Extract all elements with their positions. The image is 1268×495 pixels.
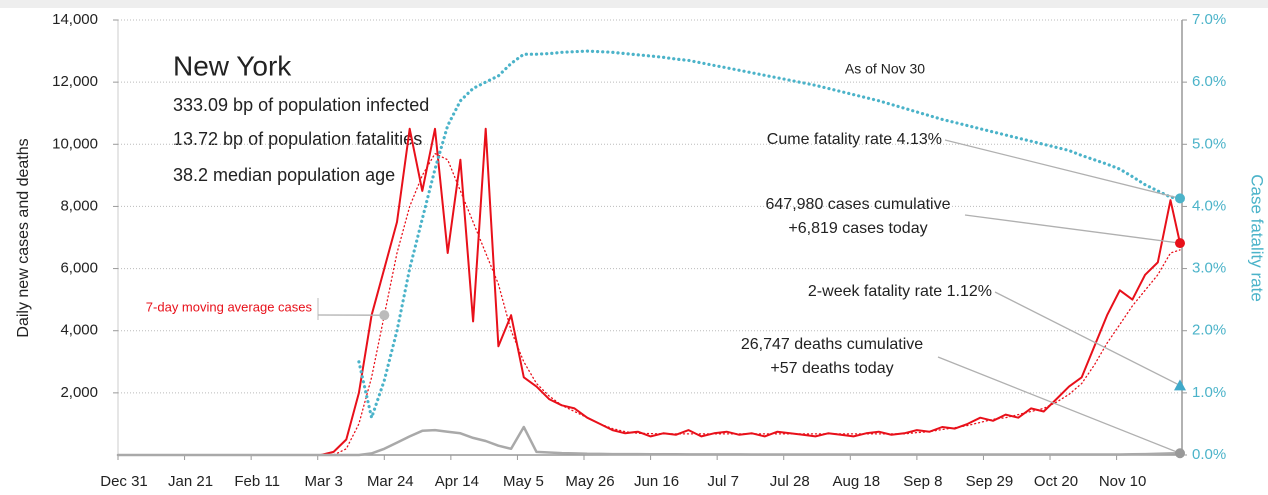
x-tick-label: Mar 3 <box>305 473 343 490</box>
annotation-marker <box>1175 448 1185 459</box>
annotation-leader <box>944 139 1181 199</box>
annotation-marker <box>1175 193 1185 204</box>
info-line: 13.72 bp of population fatalities <box>173 129 422 149</box>
annotation-marker <box>1175 238 1185 249</box>
y-tick-label: 12,000 <box>52 73 98 90</box>
y2-tick-label: 3.0% <box>1192 260 1226 277</box>
x-tick-label: Oct 20 <box>1034 473 1078 490</box>
x-tick-label: Apr 14 <box>435 473 479 490</box>
annotation-text: 7-day moving average cases <box>146 299 313 314</box>
subtitle: As of Nov 30 <box>845 61 925 77</box>
y-axis-label: Daily new cases and deaths <box>15 138 32 337</box>
x-tick-label: Jan 21 <box>168 473 213 490</box>
y-tick-label: 4,000 <box>60 322 98 339</box>
annotation-text: 26,747 deaths cumulative <box>741 336 923 353</box>
y2-axis-label: Case fatality rate <box>1248 174 1267 302</box>
series-line <box>116 425 1182 457</box>
annotation-text: +57 deaths today <box>770 360 893 377</box>
y2-tick-label: 7.0% <box>1192 11 1226 28</box>
y2-tick-label: 4.0% <box>1192 197 1226 214</box>
annotation-text: 2-week fatality rate 1.12% <box>808 283 992 300</box>
annotation-leader <box>937 356 1181 454</box>
y-tick-label: 10,000 <box>52 135 98 152</box>
annotation-text: 647,980 cases cumulative <box>766 196 951 213</box>
x-tick-label: Sep 8 <box>903 473 942 490</box>
x-tick-label: Jun 16 <box>634 473 679 490</box>
y-tick-label: 8,000 <box>60 197 98 214</box>
x-tick-label: Mar 24 <box>367 473 414 490</box>
annotation-marker <box>379 310 390 321</box>
x-tick-label: Aug 18 <box>833 473 881 490</box>
y-tick-label: 6,000 <box>60 260 98 277</box>
y2-tick-label: 6.0% <box>1192 73 1226 90</box>
info-line: 333.09 bp of population infected <box>173 95 429 115</box>
y-tick-label: 14,000 <box>52 11 98 28</box>
x-tick-label: Nov 10 <box>1099 473 1147 490</box>
top-band <box>0 0 1268 8</box>
series-line <box>357 49 1182 420</box>
y2-tick-label: 0.0% <box>1192 446 1226 463</box>
x-tick-label: Feb 11 <box>234 473 280 490</box>
annotation-marker <box>1174 379 1186 391</box>
annotation-text: +6,819 cases today <box>788 220 927 237</box>
x-tick-label: Dec 31 <box>100 473 148 490</box>
x-tick-label: May 26 <box>565 473 614 490</box>
x-tick-label: Jul 7 <box>707 473 739 490</box>
x-tick-label: May 5 <box>503 473 544 490</box>
y2-tick-label: 2.0% <box>1192 322 1226 339</box>
y2-tick-label: 5.0% <box>1192 135 1226 152</box>
info-line: 38.2 median population age <box>173 165 395 185</box>
annotation-leader <box>964 214 1181 244</box>
x-tick-label: Jul 28 <box>770 473 810 490</box>
y-tick-label: 2,000 <box>60 384 98 401</box>
annotation-leader <box>994 291 1181 386</box>
chart-title: New York <box>173 50 292 81</box>
x-tick-label: Sep 29 <box>966 473 1014 490</box>
annotation-text: Cume fatality rate 4.13% <box>767 131 942 148</box>
y2-tick-label: 1.0% <box>1192 384 1226 401</box>
